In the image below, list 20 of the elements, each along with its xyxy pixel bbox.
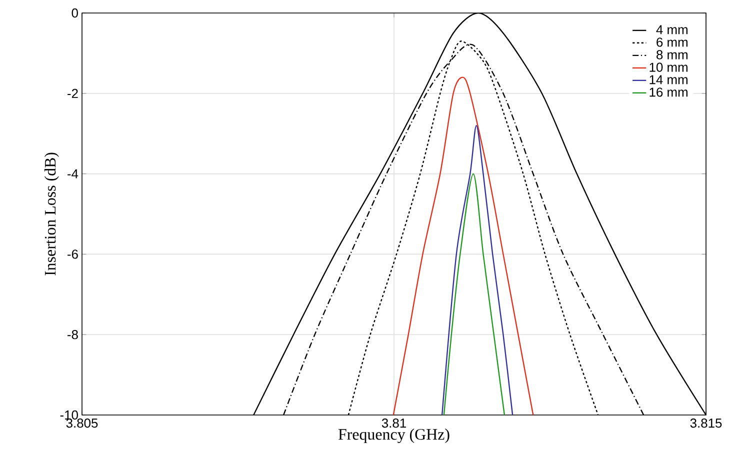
y-tick-label: -4 bbox=[68, 169, 78, 178]
line-series bbox=[441, 124, 514, 415]
y-tick-label: -10 bbox=[60, 410, 78, 420]
legend-label: 10 mm bbox=[650, 62, 688, 72]
line-series bbox=[392, 76, 534, 415]
x-tick-label: 3.815 bbox=[690, 418, 722, 428]
y-tick-label: -6 bbox=[68, 250, 78, 259]
legend-label: 16 mm bbox=[650, 88, 688, 97]
x-tick-label: 3.81 bbox=[382, 418, 406, 428]
y-tick-label: -8 bbox=[68, 330, 78, 340]
legend-label: 8 mm bbox=[656, 50, 688, 60]
legend-label: 14 mm bbox=[650, 75, 688, 84]
legend-label: 4 mm bbox=[656, 25, 688, 34]
x-tick-label: 3.805 bbox=[66, 418, 98, 428]
y-tick-label: 0 bbox=[72, 8, 78, 18]
y-axis-title: Insertion Loss (dB) bbox=[44, 152, 59, 276]
y-tick-label: -2 bbox=[68, 88, 78, 98]
legend-label: 6 mm bbox=[656, 38, 688, 47]
x-axis-title: Frequency (GHz) bbox=[338, 428, 450, 444]
line-series bbox=[443, 173, 506, 415]
